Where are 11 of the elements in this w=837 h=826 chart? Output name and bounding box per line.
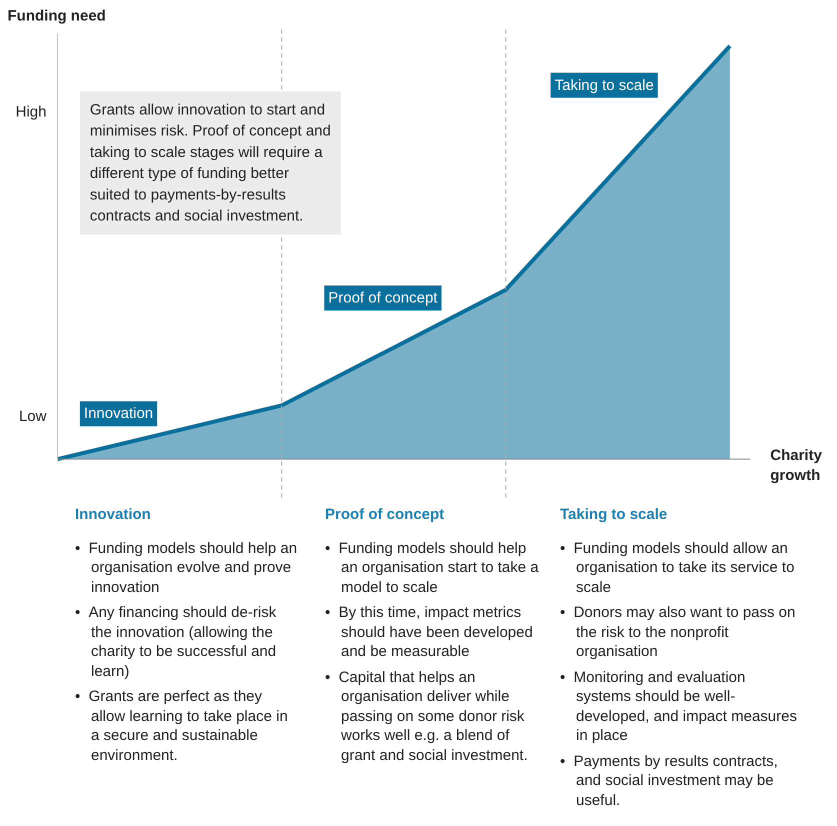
annotation: Innovation	[84, 405, 154, 422]
text: Low	[18, 408, 47, 426]
annotation: Taking to scale	[554, 76, 654, 94]
y-axis-title: Funding need	[8, 8, 106, 24]
text: Innovation • Funding models should help an organisation evolve and prove innovation • Any financing should de-risk the innovation (allowing the charity to be successful and learn) • Grants are perfect as they allow learning to take place in a secure and sustainable environment.	[75, 506, 298, 764]
annotation: Grants allow innovation to start and minimises risk. Proof of concept and taking to scale stages will require a different type of funding better suited to payments-by-results contracts and social investment.	[90, 101, 331, 225]
text: Taking to scale • Funding models should allow an organisation to take its service to scale • Donors may also want to pass on the risk to the nonprofit organisation • Monitoring and evaluation systems should be well-developed, and impact measures in place • Payments by results contracts, and social investment may be useful.	[560, 506, 797, 808]
text: Proof of concept • Funding models should help an organisation start to take a model to scale • By this time, impact metrics should have been developed and be measurable • Capital that helps an organisation deliver while passing on some donor risk works well e.g. a blend of grant and social investment.	[325, 506, 539, 764]
x-axis-title: Charity growth	[770, 446, 823, 484]
text: High	[16, 104, 47, 121]
annotation: Proof of concept	[328, 290, 438, 307]
